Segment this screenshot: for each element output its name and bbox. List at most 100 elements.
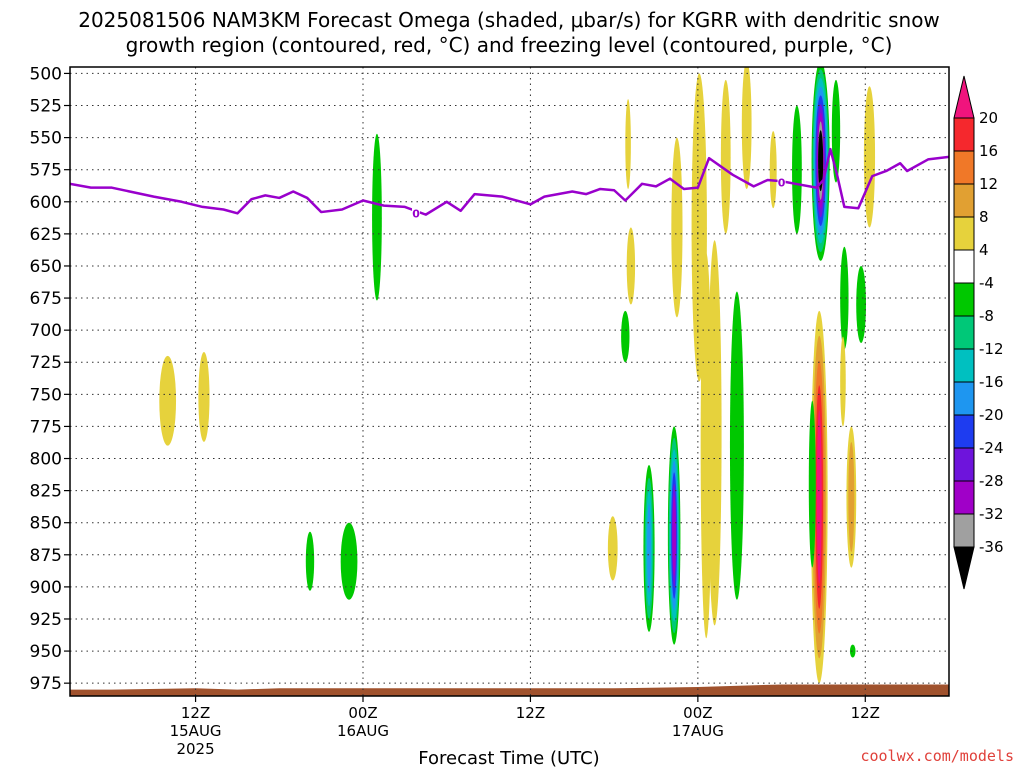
y-tick-label-700: 700	[30, 321, 62, 341]
omega-feature-8-level-4	[607, 516, 618, 581]
x-tick-date-6: 15AUG	[170, 722, 222, 740]
omega-feature-10-level-neg28	[672, 495, 676, 576]
colorbar-band-10	[953, 414, 975, 449]
x-tick-label-18: 00Z	[348, 704, 377, 722]
colorbar-band-8	[953, 348, 975, 383]
freezing-level-contour: 00	[70, 147, 949, 220]
freezing-level-label-0: 0	[412, 207, 420, 220]
x-tick-date-18: 16AUG	[337, 722, 389, 740]
y-tick-label-525: 525	[30, 97, 62, 117]
x-tick-label-42: 00Z	[683, 704, 712, 722]
terrain-area	[70, 684, 949, 696]
omega-feature-6-level-4	[626, 227, 636, 305]
colorbar-band-5	[953, 249, 975, 284]
y-tick-label-850: 850	[30, 514, 62, 534]
y-tick-label-650: 650	[30, 257, 62, 277]
colorbar-band-0	[953, 75, 975, 119]
colorbar-label-9: -20	[979, 406, 1004, 424]
y-tick-label-950: 950	[30, 642, 62, 662]
colorbar-band-3	[953, 183, 975, 218]
omega-feature-3-level-neg4	[305, 531, 315, 591]
colorbar-label-0: 20	[979, 109, 998, 127]
plot-frame	[69, 66, 950, 697]
colorbar-band-9	[953, 381, 975, 416]
y-tick-label-625: 625	[30, 225, 62, 245]
colorbar-label-8: -16	[979, 373, 1004, 391]
omega-feature-17-level-4	[741, 67, 752, 189]
omega-feature-25-level-4	[863, 86, 876, 228]
y-tick-label-575: 575	[30, 161, 62, 181]
colorbar-label-4: 4	[979, 241, 989, 259]
credit-text: coolwx.com/models	[860, 747, 1014, 765]
omega-feature-11-level-4	[671, 137, 683, 318]
x-tick-year-6: 2025	[176, 740, 214, 758]
colorbar-band-1	[953, 117, 975, 152]
y-tick-label-800: 800	[30, 450, 62, 470]
omega-feature-0-level-4	[159, 355, 177, 446]
omega-feature-26-level-20	[816, 410, 822, 584]
x-axis-title: Forecast Time (UTC)	[418, 748, 599, 768]
y-axis-ticks: 500 525 550 575 600 625 650 675 700 725 750 775 800 8…	[30, 64, 70, 694]
omega-feature-16-level-4	[720, 79, 731, 234]
omega-shading	[159, 67, 876, 684]
freezing-label-bg-0	[412, 206, 421, 220]
y-tick-label-875: 875	[30, 546, 62, 566]
y-tick-label-550: 550	[30, 129, 62, 149]
omega-feature-9-level-neg16	[647, 503, 651, 594]
omega-feature-24-level-neg4	[856, 265, 866, 343]
freezing-level-label-1: 0	[778, 177, 786, 190]
omega-feature-23-level-4	[840, 336, 846, 427]
colorbar-band-2	[953, 150, 975, 185]
colorbar-label-6: -8	[979, 307, 994, 325]
y-tick-label-750: 750	[30, 385, 62, 405]
x-tick-date-42: 17AUG	[672, 722, 724, 740]
y-tick-label-975: 975	[30, 674, 62, 694]
omega-feature-4-level-neg4	[372, 133, 382, 301]
colorbar-band-14	[953, 546, 975, 590]
omega-feature-1-level-4	[198, 351, 210, 442]
y-tick-label-825: 825	[30, 482, 62, 502]
omega-feature-18-level-4	[769, 131, 777, 209]
y-tick-label-675: 675	[30, 289, 62, 309]
colorbar-band-6	[953, 282, 975, 317]
omega-feature-15-level-neg4	[729, 291, 744, 600]
colorbar-label-1: 16	[979, 142, 998, 160]
colorbar-label-10: -24	[979, 439, 1004, 457]
omega-feature-5-level-4	[625, 99, 631, 189]
colorbar-label-7: -12	[979, 340, 1004, 358]
chart-title-line-1: 2025081506 NAM3KM Forecast Omega (shaded…	[78, 8, 940, 32]
colorbar-label-13: -36	[979, 538, 1004, 556]
freezing-level-line	[70, 147, 949, 216]
x-tick-label-6: 12Z	[181, 704, 210, 722]
colorbar-band-11	[953, 447, 975, 482]
y-tick-label-600: 600	[30, 193, 62, 213]
colorbar-label-5: -4	[979, 274, 994, 292]
omega-feature-22-level-neg4	[840, 246, 849, 350]
y-tick-label-900: 900	[30, 578, 62, 598]
omega-feature-7-level-neg4	[621, 310, 630, 363]
colorbar-band-13	[953, 513, 975, 548]
omega-feature-28-level-neg4	[808, 400, 816, 568]
chart-title-line-2: growth region (contoured, red, °C) and f…	[126, 33, 893, 57]
colorbar-band-4	[953, 216, 975, 251]
x-tick-label-30: 12Z	[516, 704, 545, 722]
colorbar-label-3: 8	[979, 208, 989, 226]
x-tick-label-54: 12Z	[851, 704, 880, 722]
colorbar-label-2: 12	[979, 175, 998, 193]
omega-feature-27-level-8	[848, 442, 855, 552]
freezing-label-bg-1	[777, 175, 786, 189]
y-tick-label-725: 725	[30, 353, 62, 373]
y-tick-label-775: 775	[30, 417, 62, 437]
omega-feature-29-level-neg4	[849, 644, 856, 658]
colorbar: 20 16 12 8 4 -4 -8 -12 -16 -20 -24 -28 -32 -36	[953, 75, 1004, 590]
omega-feature-20-level-neg36	[818, 130, 824, 192]
omega-feature-14-level-4	[707, 240, 722, 626]
grid-lines	[70, 67, 949, 696]
terrain-fill	[70, 684, 949, 696]
colorbar-band-12	[953, 480, 975, 515]
y-tick-label-500: 500	[30, 64, 62, 84]
colorbar-label-11: -28	[979, 472, 1004, 490]
colorbar-label-12: -32	[979, 505, 1004, 523]
